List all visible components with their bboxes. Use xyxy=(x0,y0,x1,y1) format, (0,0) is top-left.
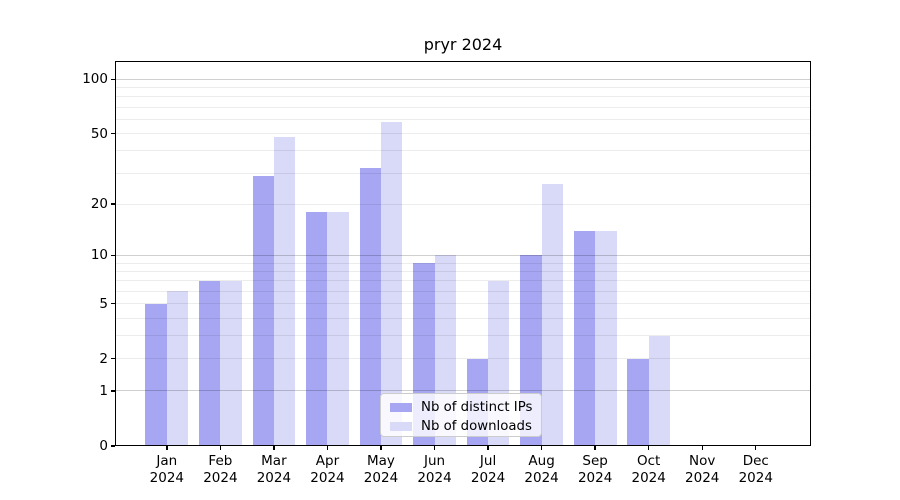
y-tick-2 xyxy=(111,357,115,360)
legend-item-distinct-ips: Nb of distinct IPs xyxy=(390,398,541,416)
bar-downloads-mar xyxy=(273,136,296,446)
y-tick-100 xyxy=(111,78,115,80)
x-tick-aug xyxy=(540,446,543,450)
legend-swatch-downloads-icon xyxy=(390,421,412,431)
bar-ips-mar xyxy=(252,175,274,446)
bar-ips-sep xyxy=(573,230,596,446)
legend-swatch-ips-icon xyxy=(390,402,412,412)
y-tick-label-1: 1 xyxy=(99,382,108,399)
x-tick-sep xyxy=(594,446,596,450)
y-tick-0 xyxy=(111,445,115,447)
x-tick-label-may: May 2024 xyxy=(363,453,399,486)
x-tick-label-nov: Nov 2024 xyxy=(685,453,720,486)
x-tick-label-sep: Sep 2024 xyxy=(577,453,613,486)
y-tick-10 xyxy=(111,254,115,257)
gridline-minor-60 xyxy=(115,118,811,120)
x-tick-label-oct: Oct 2024 xyxy=(631,453,666,486)
x-tick-nov xyxy=(701,446,703,450)
gridline-minor-5 xyxy=(115,303,811,305)
gridline-minor-9 xyxy=(115,262,811,264)
bar-ips-feb xyxy=(198,280,221,446)
gridline-minor-50 xyxy=(115,133,811,134)
gridline-minor-80 xyxy=(115,96,811,98)
y-tick-label-0: 0 xyxy=(99,438,108,454)
y-tick-label-100: 100 xyxy=(82,71,108,88)
x-tick-label-jul: Jul 2024 xyxy=(470,453,506,486)
y-tick-1 xyxy=(111,390,115,392)
legend: Nb of distinct IPs Nb of downloads xyxy=(380,393,542,437)
bar-downloads-feb xyxy=(220,280,242,446)
x-tick-dec xyxy=(755,446,757,450)
y-tick-label-2: 2 xyxy=(99,350,108,367)
bar-downloads-jan xyxy=(166,291,189,446)
x-tick-may xyxy=(380,446,382,450)
bar-downloads-oct xyxy=(648,335,671,446)
gridline-minor-90 xyxy=(115,86,811,88)
chart-title: pryr 2024 xyxy=(423,35,503,54)
bar-downloads-aug xyxy=(541,184,563,446)
bar-ips-may xyxy=(359,168,381,446)
x-tick-label-feb: Feb 2024 xyxy=(203,453,238,486)
bar-ips-jan xyxy=(145,303,167,446)
bar-downloads-may xyxy=(380,121,403,446)
x-tick-feb xyxy=(219,446,222,450)
x-tick-jun xyxy=(433,446,436,450)
y-tick-label-50: 50 xyxy=(90,125,108,142)
x-tick-label-jun: Jun 2024 xyxy=(417,453,452,486)
gridline-minor-40 xyxy=(115,150,811,152)
gridline-minor-7 xyxy=(115,280,811,282)
y-tick-20 xyxy=(111,203,115,205)
x-tick-apr xyxy=(326,446,329,450)
grid-layer xyxy=(115,61,811,446)
x-tick-oct xyxy=(647,446,650,450)
x-tick-jul xyxy=(487,446,489,450)
y-tick-50 xyxy=(111,132,115,135)
plot-area xyxy=(115,61,811,446)
bar-ips-oct xyxy=(627,358,649,446)
legend-label-ips: Nb of distinct IPs xyxy=(421,399,533,415)
y-tick-label-5: 5 xyxy=(99,295,108,312)
gridline-minor-6 xyxy=(115,290,811,292)
bar-ips-apr xyxy=(306,211,328,446)
bar-downloads-apr xyxy=(327,211,349,446)
gridline-minor-30 xyxy=(115,172,811,174)
x-tick-label-aug: Aug 2024 xyxy=(524,453,559,486)
x-tick-label-dec: Dec 2024 xyxy=(738,453,773,486)
x-tick-mar xyxy=(273,446,275,450)
bar-downloads-sep xyxy=(595,230,617,446)
gridline-minor-4 xyxy=(115,317,811,319)
gridline-minor-3 xyxy=(115,335,811,337)
x-tick-label-jan: Jan 2024 xyxy=(149,453,184,486)
x-tick-jan xyxy=(166,446,168,450)
legend-item-downloads: Nb of downloads xyxy=(390,417,541,435)
y-tick-label-20: 20 xyxy=(90,196,108,213)
gridline-major-10 xyxy=(115,254,811,256)
x-tick-label-apr: Apr 2024 xyxy=(310,453,345,486)
y-tick-label-10: 10 xyxy=(90,247,108,264)
gridline-major-1 xyxy=(115,390,811,392)
y-tick-5 xyxy=(111,302,115,305)
gridline-minor-8 xyxy=(115,270,811,272)
x-tick-label-mar: Mar 2024 xyxy=(256,453,292,486)
gridline-minor-70 xyxy=(115,106,811,108)
legend-label-downloads: Nb of downloads xyxy=(421,418,532,434)
gridline-major-100 xyxy=(115,78,811,80)
gridline-minor-2 xyxy=(115,358,811,360)
gridline-minor-20 xyxy=(115,203,811,205)
